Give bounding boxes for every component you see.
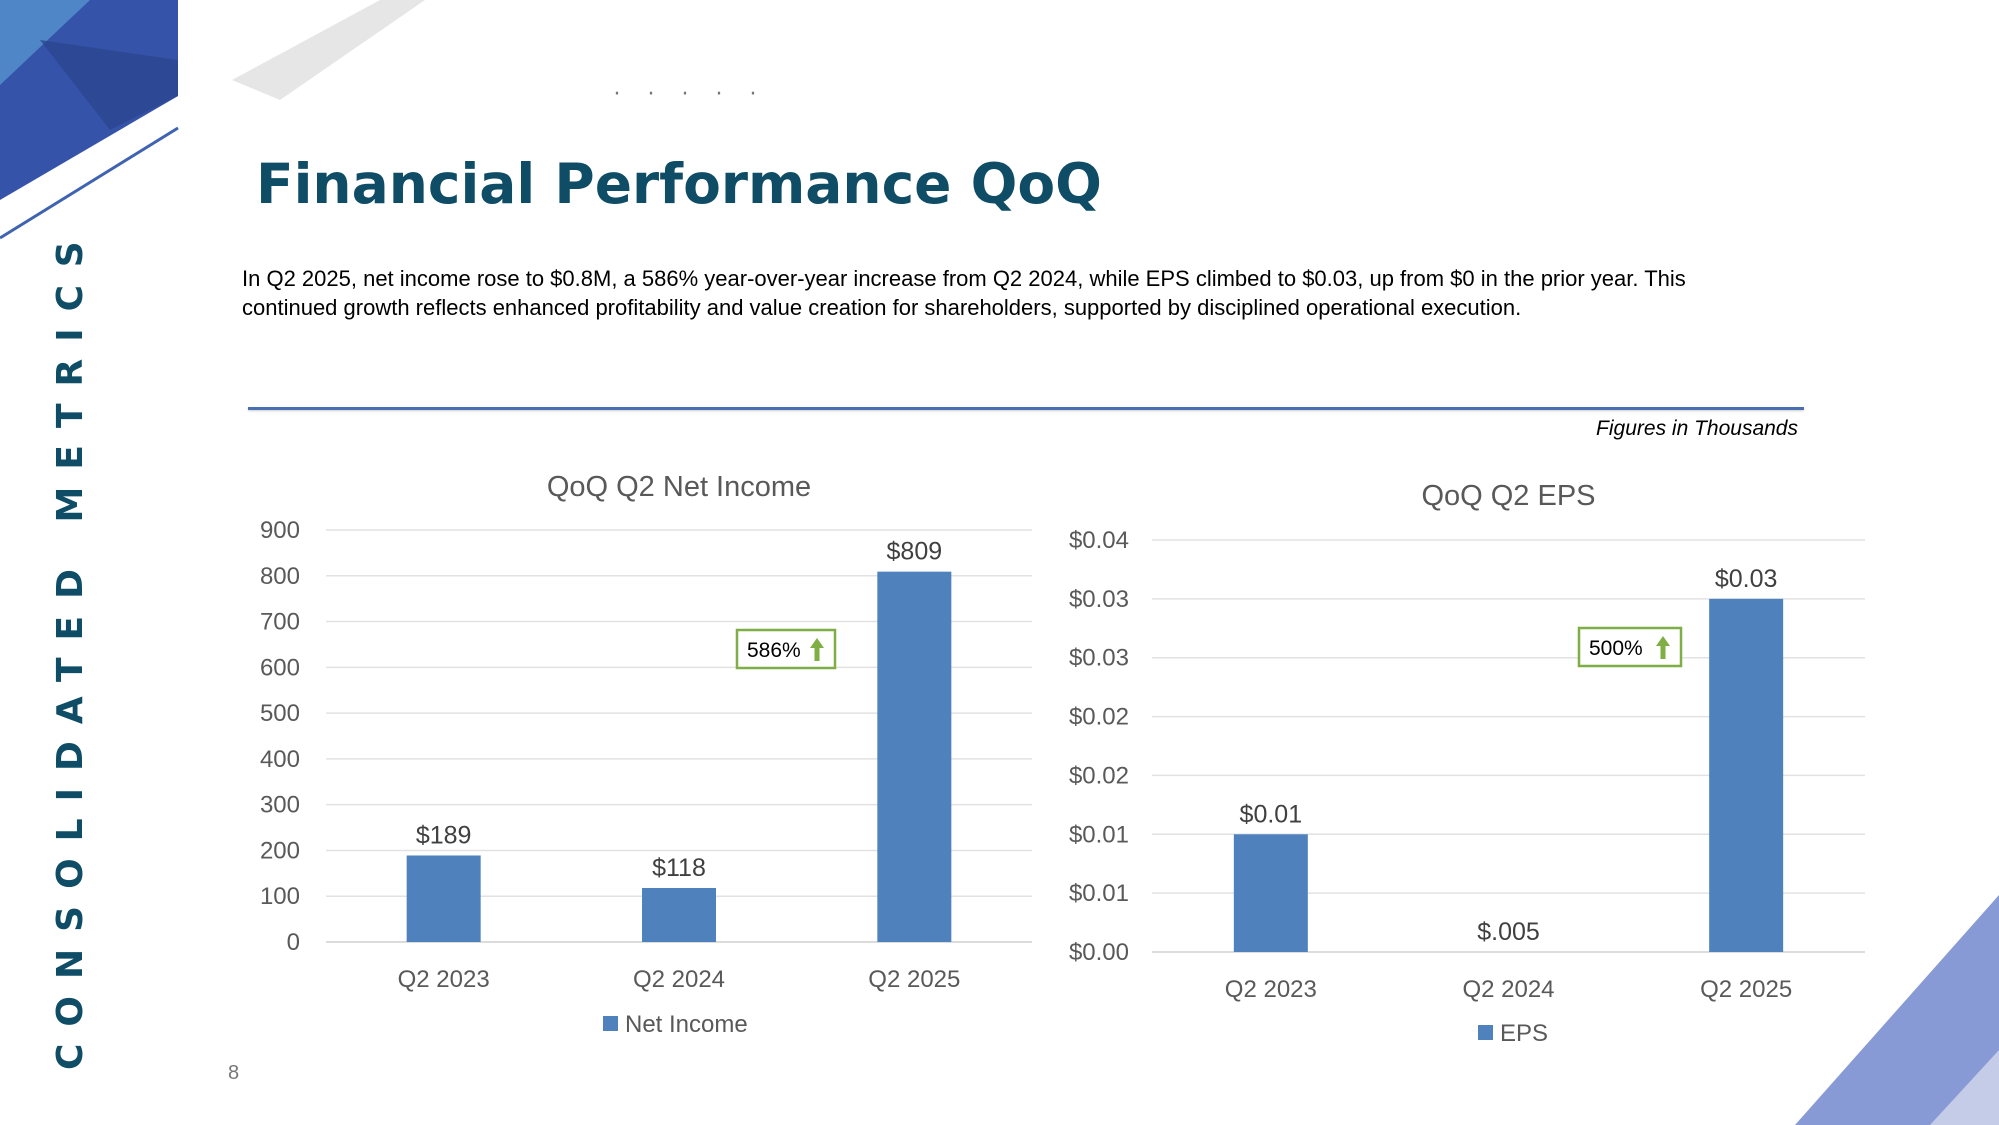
up-arrow-icon (1656, 636, 1670, 659)
bottom-right-corner-highlight (1930, 1050, 1999, 1125)
y-tick-label: 500 (260, 700, 300, 727)
up-arrow-head (810, 638, 824, 648)
growth-badge (735, 628, 837, 670)
y-tick-label: $0.04 (1069, 527, 1129, 554)
figures-note: Figures in Thousands (1596, 417, 1798, 440)
bar-q2-2023 (406, 855, 481, 942)
bar-q2-2025 (1709, 598, 1784, 952)
bar-q2-2025 (877, 571, 952, 942)
legend-label: EPS (1500, 1020, 1548, 1047)
growth-badge-label: 586% (747, 639, 801, 662)
y-tick-label: $0.03 (1069, 645, 1129, 672)
y-tick-label: 600 (260, 654, 300, 681)
y-tick-label: 900 (260, 517, 300, 544)
bar-q2-2024 (642, 887, 716, 942)
top-gray-stripe (232, 0, 425, 100)
up-arrow-shaft (1660, 645, 1666, 659)
page-number: 8 (228, 1062, 240, 1084)
x-tick-label: Q2 2023 (398, 966, 490, 993)
chart-title: QoQ Q2 EPS (1421, 480, 1595, 512)
growth-badge-label: 500% (1589, 637, 1643, 660)
y-tick-label: 400 (260, 746, 300, 773)
data-label: $.005 (1477, 918, 1540, 946)
decorative-dots: · · · · · (613, 82, 757, 107)
legend-label: Net Income (625, 1011, 748, 1038)
x-tick-label: Q2 2025 (868, 966, 960, 993)
y-tick-label: 0 (287, 929, 300, 956)
bottom-right-corner-shape (1795, 895, 1999, 1125)
x-tick-label: Q2 2025 (1700, 976, 1792, 1003)
x-tick-label: Q2 2024 (1462, 976, 1554, 1003)
x-tick-label: Q2 2024 (633, 966, 725, 993)
legend-swatch (1478, 1025, 1493, 1040)
data-label: $0.03 (1715, 565, 1778, 593)
y-tick-label: 700 (260, 609, 300, 636)
section-divider (248, 407, 1804, 410)
data-label: $809 (887, 538, 943, 566)
top-left-corner-shade (40, 40, 178, 130)
data-label: $189 (416, 821, 472, 849)
up-arrow-head (1656, 636, 1670, 646)
page-title: Financial Performance QoQ (256, 152, 1102, 216)
up-arrow-icon (810, 638, 824, 661)
y-tick-label: 100 (260, 883, 300, 910)
y-tick-label: 800 (260, 563, 300, 590)
summary-text: In Q2 2025, net income rose to $0.8M, a … (242, 266, 1686, 320)
y-tick-label: $0.01 (1069, 821, 1129, 848)
y-tick-label: 300 (260, 792, 300, 819)
y-tick-label: 200 (260, 837, 300, 864)
y-tick-label: $0.01 (1069, 880, 1129, 907)
top-left-accent-line (0, 126, 179, 240)
data-label: $0.01 (1240, 800, 1303, 828)
up-arrow-shaft (814, 647, 820, 661)
legend-swatch (603, 1016, 618, 1031)
chart-title: QoQ Q2 Net Income (547, 471, 811, 503)
y-tick-label: $0.02 (1069, 704, 1129, 731)
x-tick-label: Q2 2023 (1225, 976, 1317, 1003)
bar-q2-2023 (1233, 834, 1308, 952)
y-tick-label: $0.02 (1069, 762, 1129, 789)
y-tick-label: $0.00 (1069, 939, 1129, 966)
y-tick-label: $0.03 (1069, 586, 1129, 613)
data-label: $118 (652, 854, 706, 882)
